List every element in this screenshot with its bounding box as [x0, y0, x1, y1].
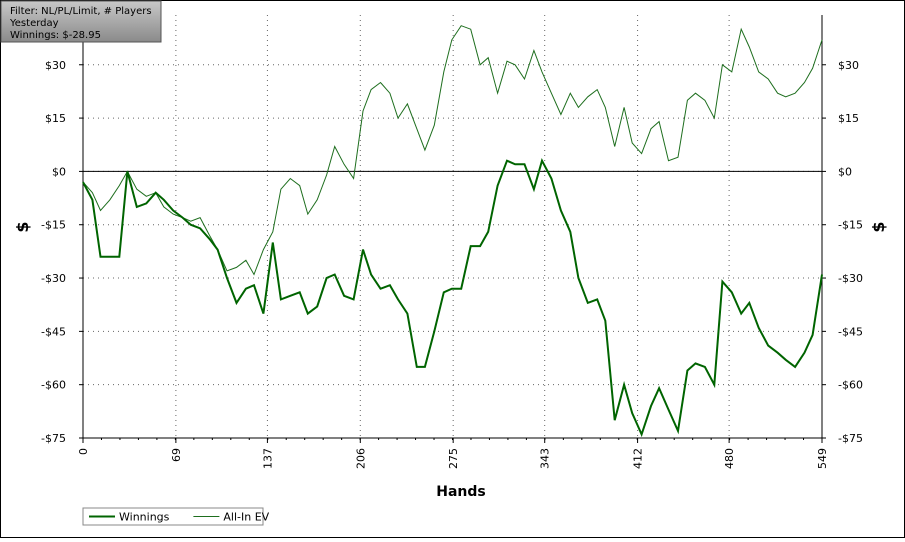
legend-box — [82, 507, 264, 526]
y-tick-label: -$30 — [41, 272, 66, 285]
series-line — [82, 25, 823, 276]
legend: Winnings All-In EV — [82, 507, 270, 526]
x-tick-label: 343 — [539, 448, 552, 469]
y-tick-label-right: $30 — [838, 59, 859, 72]
x-tick-label: 206 — [354, 448, 367, 469]
y-tick-label: $15 — [45, 112, 66, 125]
x-tick-label: 137 — [261, 448, 274, 469]
y-tick-label: $0 — [52, 165, 66, 178]
info-box-bg — [0, 0, 162, 43]
x-tick-label: 275 — [447, 448, 460, 469]
y-axis-label-right: $ — [869, 221, 888, 232]
y-tick-label: -$60 — [41, 379, 66, 392]
y-tick-label-right: -$60 — [838, 379, 863, 392]
y-tick-label: -$15 — [41, 219, 66, 232]
legend-label: Winnings — [119, 511, 170, 524]
y-tick-label-right: -$30 — [838, 272, 863, 285]
x-tick-label: 0 — [77, 448, 90, 455]
y-tick-label: -$45 — [41, 325, 66, 338]
info-text: Yesterday — [9, 18, 59, 29]
x-axis-label: Hands — [436, 484, 486, 500]
y-tick-label: $30 — [45, 59, 66, 72]
y-tick-label-right: $0 — [838, 165, 852, 178]
x-tick-label: 480 — [723, 448, 736, 469]
legend-label: All-In EV — [223, 511, 269, 524]
x-tick-label: 412 — [632, 448, 645, 469]
x-tick-label: 549 — [816, 448, 829, 469]
y-axis-label: $ — [13, 221, 32, 232]
info-box: Filter: NL/PL/Limit, # PlayersYesterdayW… — [0, 0, 162, 43]
series-line — [82, 158, 823, 438]
y-tick-label-right: -$45 — [838, 325, 863, 338]
y-tick-label-right: -$75 — [838, 432, 863, 445]
info-text: Winnings: $-28.95 — [10, 30, 101, 41]
info-text: Filter: NL/PL/Limit, # Players — [10, 6, 152, 17]
y-tick-label-right: -$15 — [838, 219, 863, 232]
x-tick-label: 69 — [170, 448, 183, 462]
y-tick-label-right: $15 — [838, 112, 859, 125]
y-tick-label: -$75 — [41, 432, 66, 445]
